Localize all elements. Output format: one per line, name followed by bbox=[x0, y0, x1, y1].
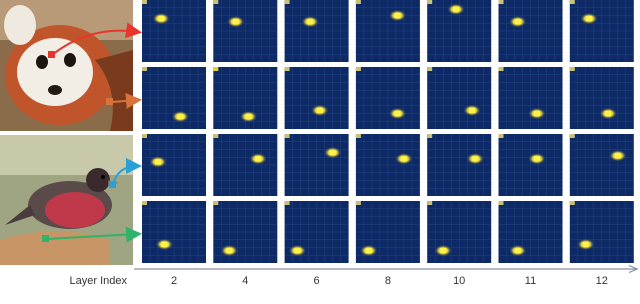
axis-label: Layer Index bbox=[70, 275, 128, 287]
corner-token bbox=[498, 134, 504, 138]
hotspot bbox=[177, 114, 184, 120]
hotspot bbox=[453, 6, 459, 12]
layer-label: 12 bbox=[596, 275, 608, 287]
hotspot bbox=[255, 156, 262, 162]
hotspot bbox=[307, 19, 314, 25]
layer-label: 8 bbox=[385, 275, 391, 287]
corner-token bbox=[284, 67, 290, 71]
hotspot bbox=[394, 13, 401, 18]
hotspot bbox=[226, 248, 233, 254]
hotspot bbox=[365, 248, 372, 254]
corner-token bbox=[427, 0, 433, 4]
layer-label: 6 bbox=[314, 275, 320, 287]
attention-map bbox=[213, 134, 278, 196]
corner-token bbox=[142, 201, 147, 205]
hotspot bbox=[533, 156, 540, 162]
hotspot bbox=[294, 248, 301, 254]
attention-maps bbox=[142, 0, 634, 263]
corner-token bbox=[569, 201, 575, 205]
attention-map bbox=[142, 0, 206, 62]
attention-map bbox=[427, 201, 492, 263]
attention-map bbox=[213, 67, 278, 129]
layer-label: 10 bbox=[453, 275, 465, 287]
hotspot bbox=[514, 19, 521, 25]
layer-label: 2 bbox=[171, 275, 177, 287]
layer-label: 4 bbox=[242, 275, 248, 287]
pointer-arrows bbox=[42, 22, 142, 243]
corner-token bbox=[142, 0, 147, 4]
corner-token bbox=[569, 0, 575, 4]
corner-token bbox=[142, 134, 147, 138]
hotspot bbox=[533, 111, 540, 116]
hotspot bbox=[605, 111, 612, 116]
corner-token bbox=[427, 67, 433, 71]
hotspot bbox=[440, 248, 447, 254]
hotspot bbox=[155, 159, 161, 165]
attention-map bbox=[284, 0, 349, 62]
attention-map bbox=[213, 201, 278, 263]
hotspot bbox=[161, 241, 168, 247]
layer-label: 11 bbox=[525, 275, 536, 287]
corner-token bbox=[355, 134, 361, 138]
corner-token bbox=[498, 201, 504, 205]
attention-map bbox=[284, 201, 349, 263]
corner-token bbox=[569, 67, 575, 71]
red-panda-image bbox=[0, 0, 133, 131]
attention-map bbox=[569, 201, 634, 263]
attention-map bbox=[498, 67, 563, 129]
attention-map bbox=[498, 134, 563, 196]
corner-token bbox=[427, 201, 433, 205]
hotspot bbox=[394, 111, 401, 116]
attention-map bbox=[569, 134, 634, 196]
hotspot bbox=[232, 19, 239, 25]
attention-map bbox=[284, 67, 349, 129]
attention-map bbox=[213, 0, 278, 62]
corner-token bbox=[569, 134, 575, 138]
corner-token bbox=[284, 0, 290, 4]
attention-map bbox=[355, 0, 420, 62]
corner-token bbox=[355, 67, 361, 71]
corner-token bbox=[498, 67, 504, 71]
corner-token bbox=[213, 0, 219, 4]
hotspot bbox=[158, 16, 165, 22]
attention-map bbox=[498, 201, 563, 263]
layer-labels: 2 4 6 8 10 11 12 bbox=[171, 275, 608, 287]
attention-map bbox=[284, 134, 349, 196]
corner-token bbox=[142, 67, 147, 71]
hotspot bbox=[472, 156, 479, 162]
corner-token bbox=[213, 67, 219, 71]
attention-map bbox=[569, 0, 634, 62]
hotspot bbox=[614, 153, 621, 159]
attention-map bbox=[355, 67, 420, 129]
hotspot bbox=[586, 16, 592, 22]
hotspot bbox=[400, 156, 407, 162]
corner-token bbox=[213, 201, 219, 205]
corner-token bbox=[355, 201, 361, 205]
hotspot bbox=[582, 241, 589, 247]
hotspot bbox=[245, 114, 252, 120]
attention-map bbox=[427, 134, 492, 196]
hotspot bbox=[316, 107, 323, 113]
attention-map bbox=[142, 67, 206, 129]
bird-image bbox=[0, 135, 133, 265]
hotspot bbox=[329, 150, 336, 156]
attention-map bbox=[498, 0, 563, 62]
corner-token bbox=[213, 134, 219, 138]
hotspot bbox=[469, 107, 475, 113]
attention-map bbox=[569, 67, 634, 129]
attention-map bbox=[355, 201, 420, 263]
attention-map bbox=[142, 201, 206, 263]
corner-token bbox=[284, 134, 290, 138]
corner-token bbox=[427, 134, 433, 138]
attention-map bbox=[142, 134, 206, 196]
attention-map bbox=[427, 0, 492, 62]
attention-map bbox=[427, 67, 492, 129]
corner-token bbox=[498, 0, 504, 4]
attention-map bbox=[355, 134, 420, 196]
corner-token bbox=[355, 0, 361, 4]
corner-token bbox=[284, 201, 290, 205]
hotspot bbox=[514, 248, 521, 254]
